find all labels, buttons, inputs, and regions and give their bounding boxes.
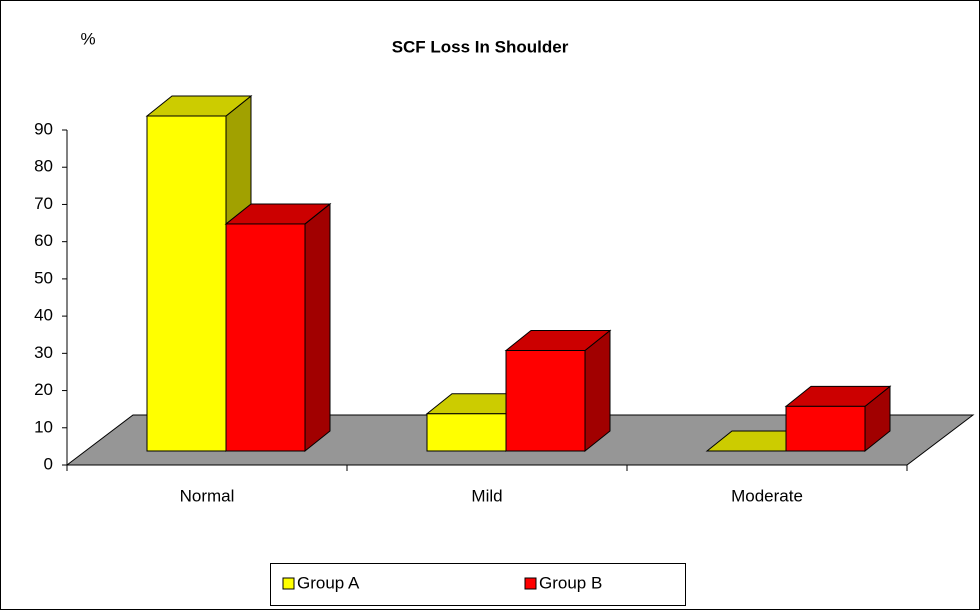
x-tick-label: Mild [471,486,502,505]
bar [146,115,227,452]
y-tick-label: 70 [34,194,53,213]
bar-side [304,202,331,453]
x-tick-label: Normal [180,486,235,505]
legend-box [270,563,686,606]
bar [426,413,507,452]
legend-label: Group A [297,573,360,592]
x-tick-label: Moderate [731,486,803,505]
bar-side [584,329,611,453]
legend-swatch [524,577,537,590]
y-axis-label: % [80,29,95,48]
y-tick-label: 90 [34,119,53,138]
y-tick-label: 30 [34,343,53,362]
legend-label: Group B [539,573,602,592]
y-tick-label: 60 [34,231,53,250]
y-tick-label: 0 [44,454,53,473]
y-tick-label: 50 [34,268,53,287]
y-tick-label: 20 [34,380,53,399]
bar [225,223,306,452]
y-tick-label: 40 [34,306,53,325]
y-tick-label: 10 [34,417,53,436]
bar [505,350,586,452]
chart-title: SCF Loss In Shoulder [392,37,569,56]
y-tick-label: 80 [34,157,53,176]
bar [785,405,866,452]
legend-swatch [282,577,295,590]
